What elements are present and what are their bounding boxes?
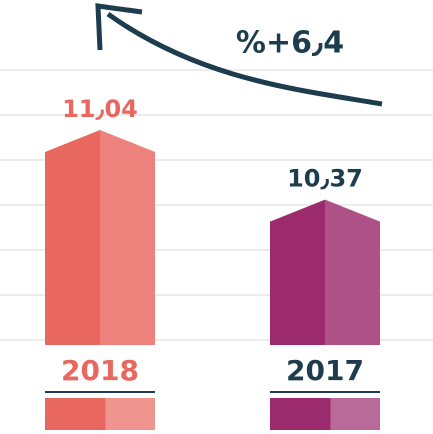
category-label: 2017 (286, 354, 364, 387)
bar (270, 199, 380, 345)
annotation: %+6٫4 (236, 26, 344, 61)
arrow-curve (106, 11, 383, 107)
bar-highlight (325, 199, 380, 345)
bar-highlight (100, 130, 155, 345)
legend-swatch (45, 398, 106, 430)
arrow-head (95, 3, 143, 51)
value-label: 11٫04 (62, 95, 138, 123)
legend-swatch (270, 398, 331, 430)
legend-swatch-light (330, 398, 380, 430)
legend-swatch-light (105, 398, 155, 430)
growth-arrow (95, 3, 383, 107)
value-label: 10٫37 (287, 165, 363, 193)
category-label: 2018 (61, 354, 139, 387)
bar (45, 130, 155, 345)
